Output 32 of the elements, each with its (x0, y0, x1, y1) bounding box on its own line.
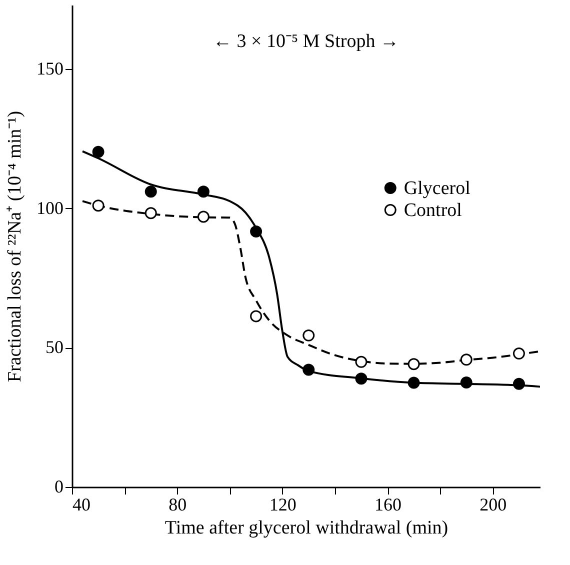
point (144, 207, 157, 220)
point (197, 210, 210, 223)
point (197, 186, 210, 198)
y-axis-title: Fractional loss of ²²Na⁺ (10⁻⁴ min⁻¹) (4, 110, 26, 382)
point (92, 146, 104, 158)
point (250, 226, 262, 238)
point (92, 200, 104, 212)
x-tick-label: 120 (269, 494, 296, 514)
point (250, 310, 262, 322)
legend-label: Control (404, 200, 462, 222)
y-tick-label: 150 (36, 58, 64, 79)
point (355, 372, 368, 385)
point (302, 364, 315, 376)
legend-label: Glycerol (404, 178, 470, 200)
x-axis-title: Time after glycerol withdrawal (min) (164, 518, 448, 538)
x-tick-label: 40 (72, 494, 90, 514)
point (144, 186, 157, 198)
point (355, 356, 368, 368)
x-tick-label: 200 (480, 494, 507, 514)
x-tick-label: 160 (374, 494, 402, 514)
point (512, 378, 525, 390)
point (460, 354, 472, 366)
annotation: ← 3 × 10⁻⁵ M Stroph → (213, 31, 399, 52)
point (460, 376, 472, 389)
y-tick-label: 100 (36, 198, 64, 218)
point (408, 376, 420, 389)
y-tick-label: 0 (54, 476, 64, 496)
x-tick-label: 80 (168, 494, 187, 514)
point (302, 329, 315, 342)
y-tick-label: 50 (46, 337, 64, 358)
point (408, 358, 420, 370)
point (512, 348, 525, 360)
